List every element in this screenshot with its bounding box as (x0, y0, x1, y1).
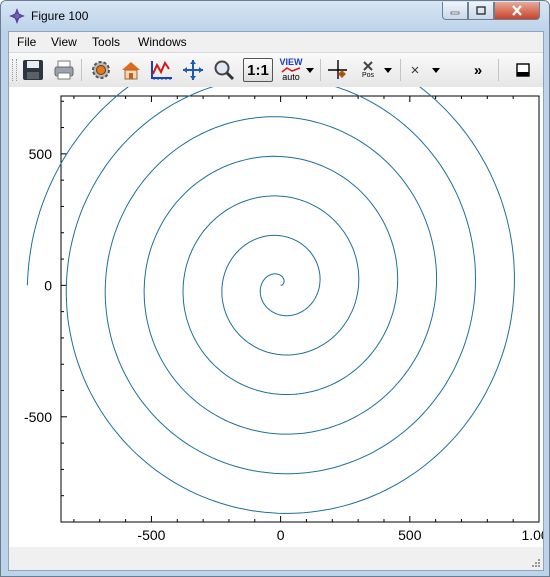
close-button[interactable] (494, 2, 540, 20)
x-tick-label: 500 (398, 527, 422, 543)
marker-dropdown-button[interactable] (430, 58, 442, 82)
y-tick-label: -500 (24, 409, 52, 425)
y-tick-label: 500 (29, 146, 53, 162)
position-button[interactable]: Pos (356, 58, 380, 82)
magnifier-icon (213, 59, 235, 81)
x-marker-icon (411, 66, 419, 74)
auto-label: auto (282, 73, 300, 82)
printer-icon (53, 59, 75, 81)
marker-button[interactable] (407, 58, 423, 82)
maximize-icon (476, 6, 486, 15)
menu-bar: File View Tools Windows (9, 32, 543, 52)
home-icon (120, 59, 142, 81)
move-arrows-icon (182, 59, 204, 81)
chevron-down-icon (432, 68, 440, 73)
plot-tools-button[interactable] (150, 58, 174, 82)
x-tick-label: 1.000 (521, 527, 543, 543)
maximize-button[interactable] (468, 2, 494, 20)
line-chart-icon (150, 59, 174, 81)
save-button[interactable] (21, 58, 45, 82)
crosshair-icon (327, 59, 349, 81)
home-button[interactable] (119, 58, 143, 82)
dock-button[interactable] (511, 58, 535, 82)
gear-icon (90, 59, 112, 81)
toolbar-separator (498, 59, 499, 81)
resize-grip-icon[interactable] (530, 557, 540, 567)
toolbar-grip[interactable] (12, 59, 17, 81)
status-bar (9, 547, 543, 570)
view-auto-button[interactable]: VIEW auto (276, 58, 306, 82)
dock-icon (516, 63, 530, 77)
pos-label: Pos (362, 71, 374, 80)
data-cursor-button[interactable] (326, 58, 350, 82)
x-tick-label: 0 (277, 527, 285, 543)
axes-box (61, 96, 539, 522)
menu-windows[interactable]: Windows (138, 35, 187, 49)
minimize-icon (450, 7, 460, 15)
toolbar-separator (320, 59, 321, 81)
title-bar[interactable]: Figure 100 (1, 1, 549, 31)
toolbar-separator (81, 59, 82, 81)
pan-button[interactable] (181, 58, 205, 82)
position-dropdown-button[interactable] (383, 58, 393, 82)
figure-client-area: File View Tools Windows (8, 31, 544, 571)
figure-app-icon (9, 8, 25, 24)
toolbar-overflow-button[interactable]: » (470, 58, 486, 82)
zoom-button[interactable] (212, 58, 236, 82)
y-tick-label: 0 (44, 277, 52, 293)
toolbar: 1:1 VIEW auto (9, 52, 543, 88)
settings-button[interactable] (89, 58, 113, 82)
position-icon: Pos (362, 61, 374, 80)
menu-file[interactable]: File (17, 35, 36, 49)
chevron-down-icon (306, 68, 314, 73)
save-icon (22, 59, 44, 81)
x-tick-label: -500 (137, 527, 165, 543)
toolbar-separator (400, 59, 401, 81)
view-auto-icon: VIEW auto (279, 58, 302, 82)
close-icon (511, 5, 523, 16)
view-label: VIEW (279, 58, 302, 67)
chevron-down-icon (384, 68, 392, 73)
window-title: Figure 100 (31, 9, 88, 23)
view-dropdown-button[interactable] (305, 58, 315, 82)
print-button[interactable] (52, 58, 76, 82)
minimize-button[interactable] (442, 2, 468, 20)
menu-tools[interactable]: Tools (92, 35, 120, 49)
menu-view[interactable]: View (51, 35, 77, 49)
aspect-ratio-button[interactable]: 1:1 (243, 58, 273, 82)
